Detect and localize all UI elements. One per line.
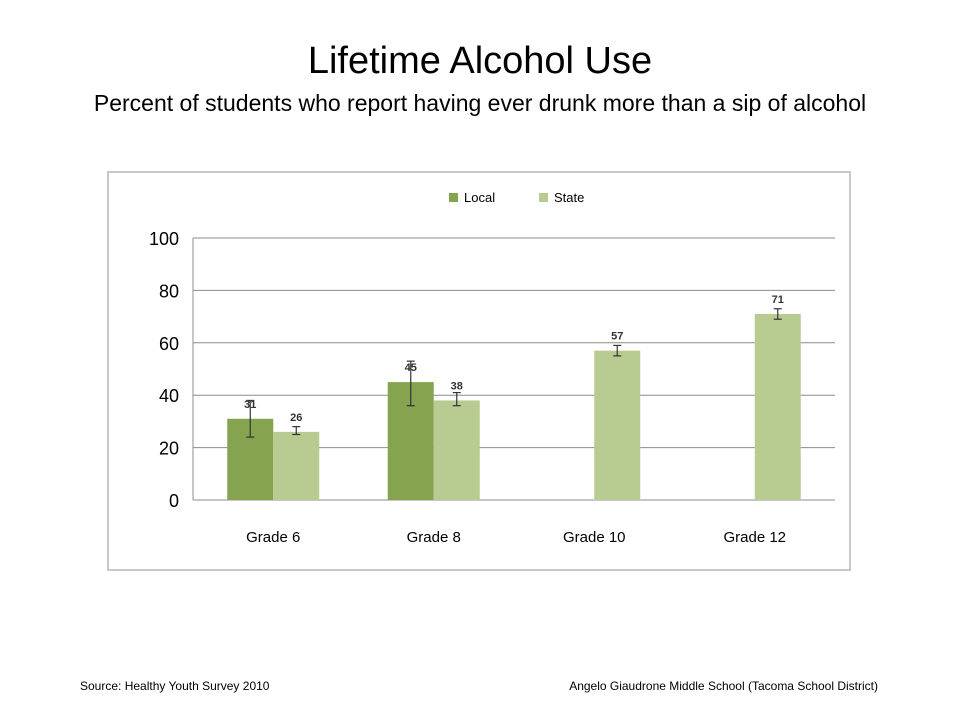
y-tick-label: 80	[159, 281, 179, 301]
y-tick-label: 0	[169, 491, 179, 511]
legend-label-local: Local	[464, 190, 495, 205]
y-tick-label: 100	[149, 229, 179, 249]
legend-swatch-local	[449, 193, 458, 202]
chart-title: Lifetime Alcohol Use	[307, 40, 653, 82]
y-tick-label: 40	[159, 386, 179, 406]
data-label: 26	[290, 412, 302, 424]
chart-frame: 0 20 40 60 80 100 Grade 6 31 26 Grade 8 45 38 Grade …	[107, 171, 851, 571]
legend-label-state: State	[554, 190, 584, 205]
source-note: Source: Healthy Youth Survey 2010	[80, 679, 270, 693]
school-note: Angelo Giaudrone Middle School (Tacoma S…	[569, 679, 878, 693]
bar-state	[273, 431, 320, 500]
y-tick-label: 60	[159, 334, 179, 354]
chart-subtitle: Percent of students who report having ev…	[93, 90, 867, 116]
x-tick-label: Grade 12	[723, 529, 786, 546]
data-label: 31	[244, 399, 256, 411]
y-tick-label: 20	[159, 439, 179, 459]
bar-state	[433, 400, 480, 500]
data-label: 38	[451, 380, 463, 392]
data-label: 57	[611, 331, 623, 343]
bar-chart: 0 20 40 60 80 100 Grade 6 31 26 Grade 8 45 38 Grade …	[149, 190, 835, 546]
x-tick-label: Grade 10	[563, 529, 626, 546]
bar-state	[594, 350, 641, 500]
data-label: 45	[405, 362, 417, 374]
x-tick-label: Grade 6	[246, 529, 300, 546]
bar-state	[754, 313, 801, 500]
x-tick-label: Grade 8	[407, 529, 461, 546]
legend-swatch-state	[539, 193, 548, 202]
data-label: 71	[772, 294, 784, 306]
